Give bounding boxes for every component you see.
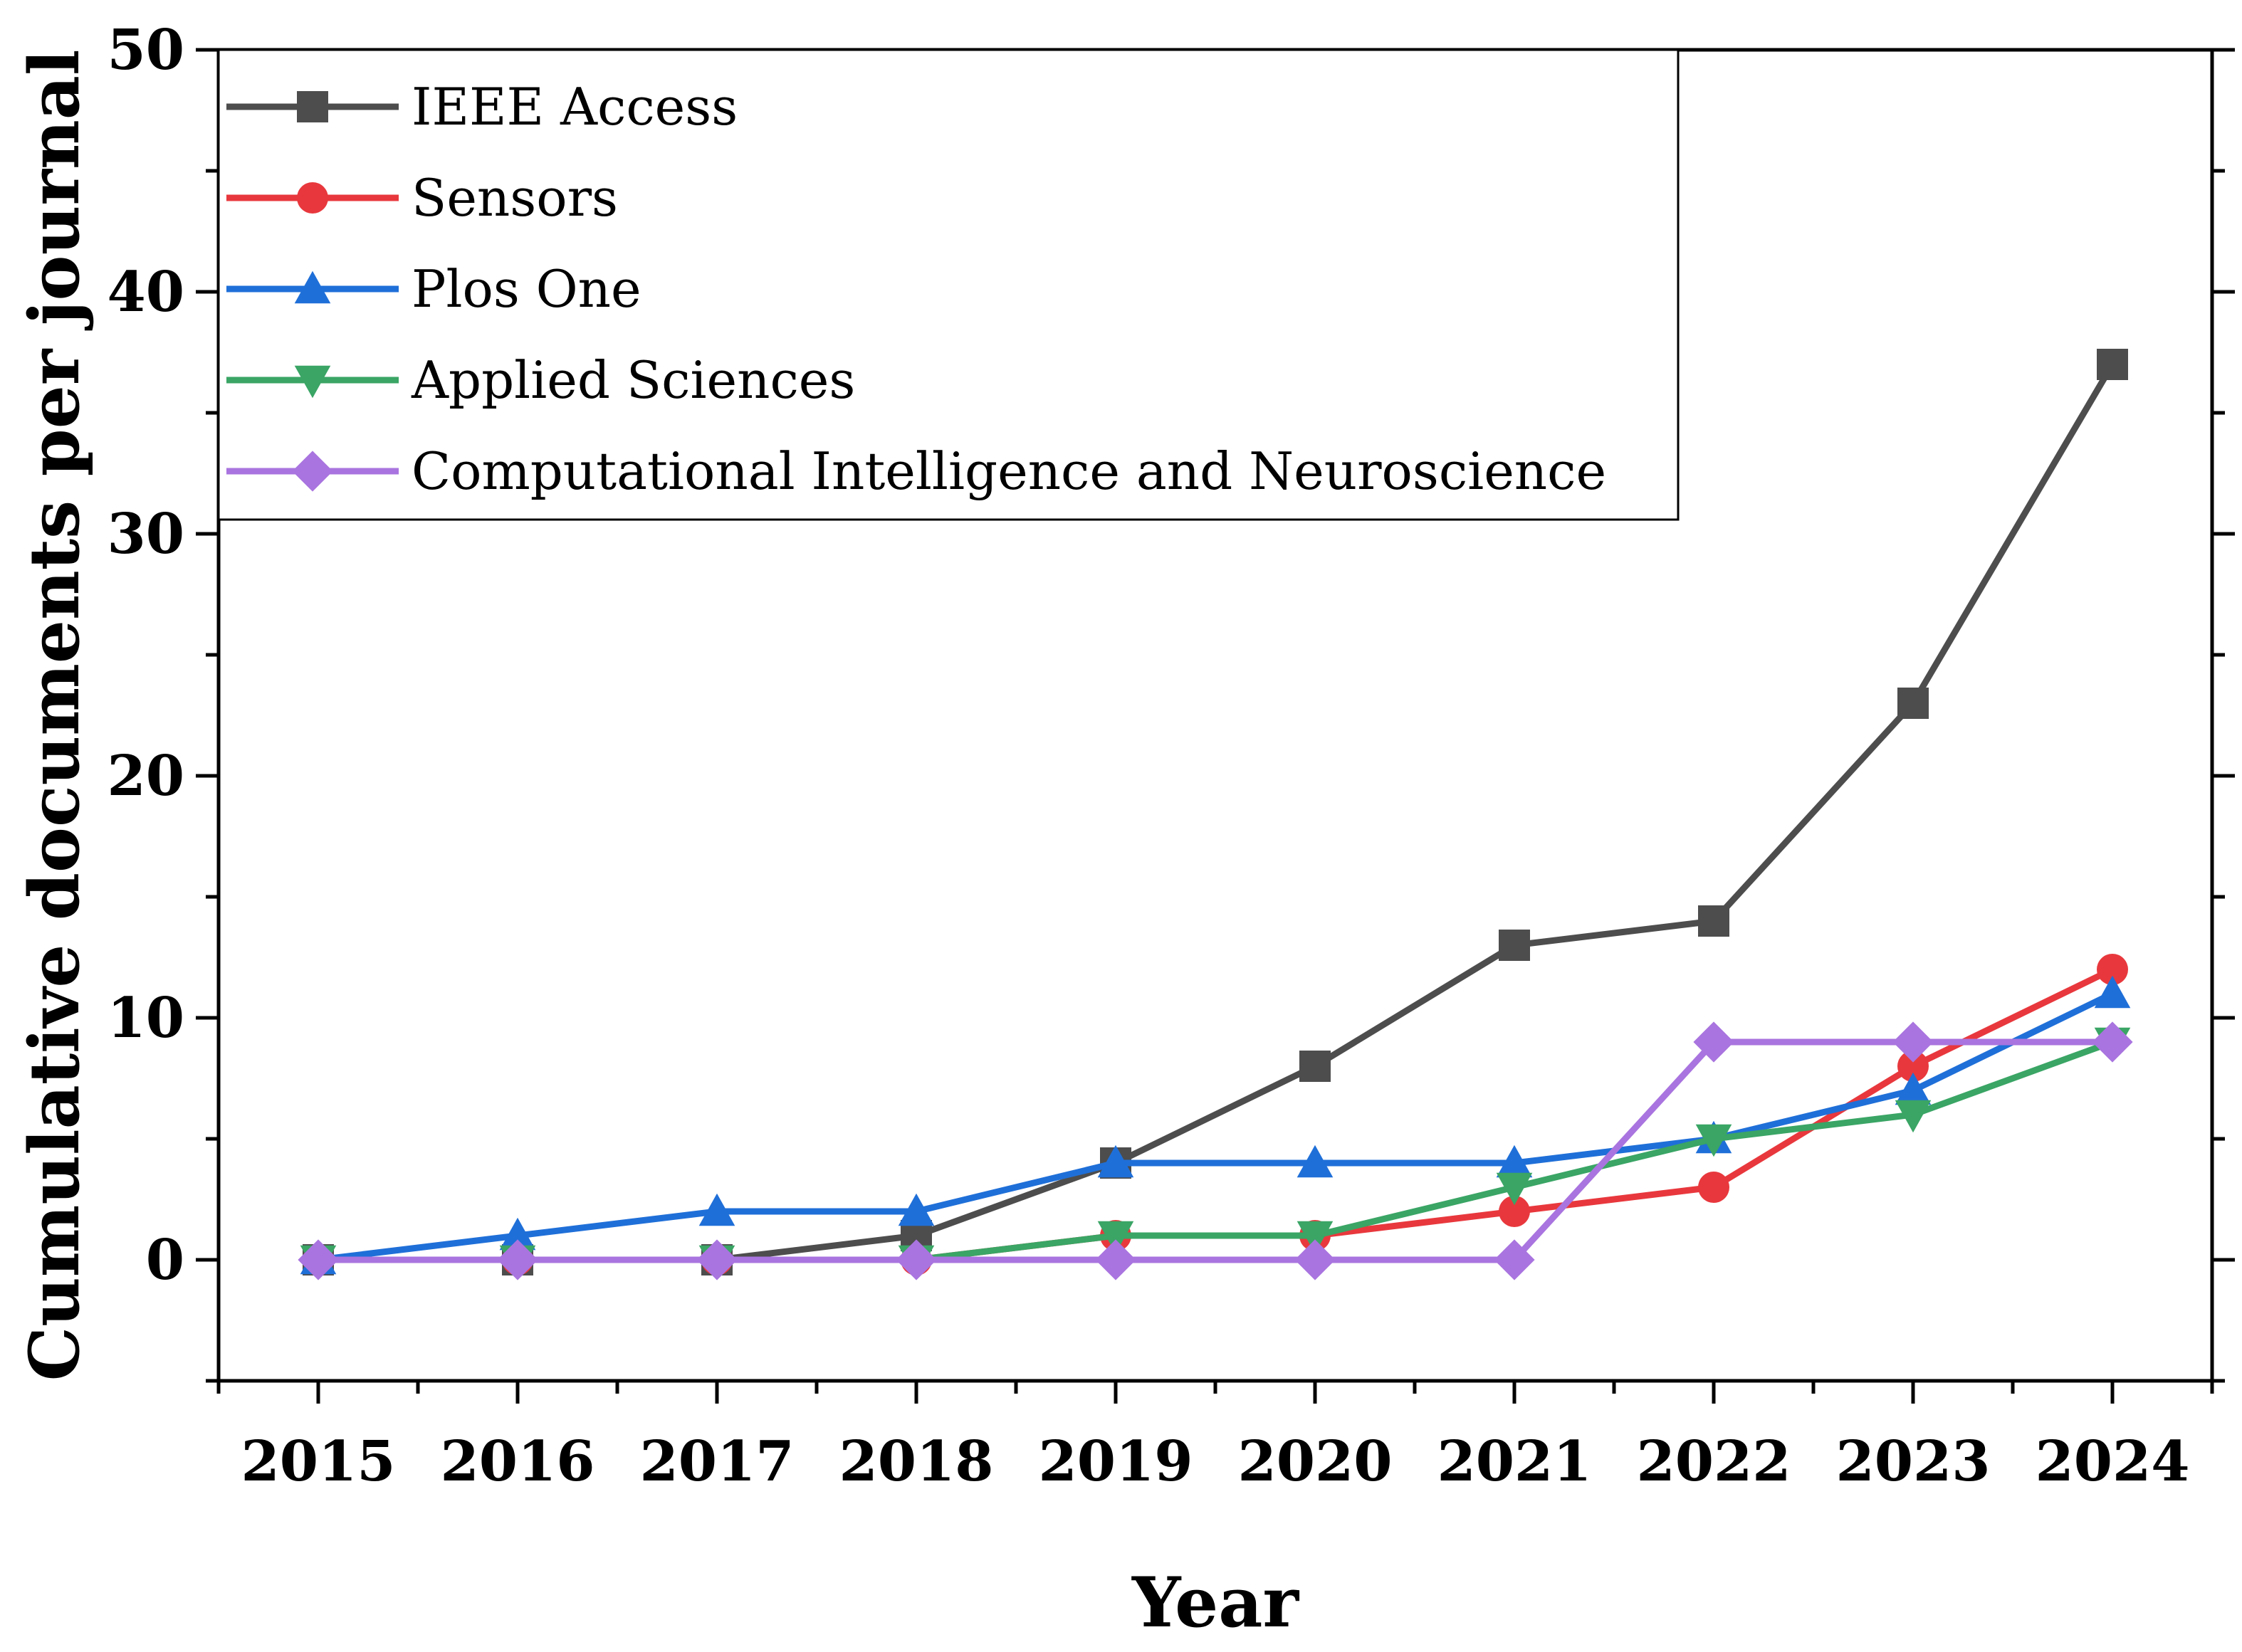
legend-item-applied-sciences: Applied Sciences: [226, 350, 855, 410]
legend-label: IEEE Access: [412, 77, 738, 137]
y-tick-label: 50: [107, 18, 184, 83]
data-point-plos-one: [898, 1193, 935, 1226]
data-point-computational-intelligence-and-neuroscience: [1494, 1239, 1535, 1280]
data-point-ieee-access: [1698, 905, 1729, 937]
data-point-plos-one: [698, 1193, 735, 1226]
legend-marker: [297, 91, 328, 122]
x-tick-label: 2023: [1835, 1429, 1990, 1494]
data-point-computational-intelligence-and-neuroscience: [1095, 1239, 1136, 1280]
legend-label: Plos One: [412, 259, 641, 319]
x-tick-labels: 2015 2016 2017 2018 2019 2020 2021 2022 2023 2024: [241, 1429, 2189, 1494]
series-layer: [298, 349, 2133, 1280]
legend-marker: [294, 365, 331, 399]
legend-marker: [297, 182, 328, 214]
legend-label: Applied Sciences: [411, 350, 855, 410]
data-point-plos-one: [1097, 1145, 1134, 1178]
data-point-sensors: [2097, 954, 2128, 985]
data-point-applied-sciences: [1496, 1172, 1533, 1206]
y-tick-label: 20: [107, 744, 184, 809]
data-point-computational-intelligence-and-neuroscience: [696, 1239, 738, 1280]
data-point-applied-sciences: [1895, 1100, 1932, 1133]
data-point-computational-intelligence-and-neuroscience: [497, 1239, 538, 1280]
x-tick-label: 2016: [440, 1429, 594, 1494]
data-point-plos-one: [499, 1217, 536, 1251]
legend-item-ieee-access: IEEE Access: [226, 77, 738, 137]
data-point-plos-one: [1895, 1072, 1932, 1105]
x-tick-label: 2019: [1038, 1429, 1193, 1494]
data-point-computational-intelligence-and-neuroscience: [1892, 1021, 1934, 1063]
data-point-computational-intelligence-and-neuroscience: [896, 1239, 937, 1280]
x-tick-label: 2017: [639, 1429, 794, 1494]
data-point-ieee-access: [1299, 1051, 1331, 1082]
legend: IEEE Access Sensors Plos One Applied Scienc…: [217, 48, 1680, 521]
data-point-computational-intelligence-and-neuroscience: [1693, 1021, 1734, 1063]
series-computational-intelligence-and-neuroscience: [298, 1021, 2133, 1280]
y-tick-label: 30: [107, 502, 184, 567]
data-point-computational-intelligence-and-neuroscience: [298, 1239, 339, 1280]
axis-ticks: [196, 48, 2235, 1404]
data-point-ieee-access: [1897, 688, 1929, 719]
data-point-plos-one: [2094, 975, 2131, 1009]
x-tick-label: 2015: [241, 1429, 395, 1494]
x-tick-label: 2021: [1437, 1429, 1591, 1494]
legend-items: IEEE Access Sensors Plos One Applied Scienc…: [226, 77, 1606, 501]
series-line-plos-one: [315, 990, 2116, 1263]
data-point-ieee-access: [2097, 349, 2128, 380]
x-tick-label: 2024: [2035, 1429, 2189, 1494]
data-point-sensors: [1698, 1172, 1729, 1203]
data-point-plos-one: [1297, 1145, 1334, 1178]
legend-item-computational-intelligence-and-neuroscience: Computational Intelligence and Neuroscie…: [226, 441, 1606, 501]
y-tick-label: 40: [107, 260, 184, 325]
series-line-computational-intelligence-and-neuroscience: [315, 1038, 2116, 1263]
data-point-plos-one: [1496, 1145, 1533, 1178]
series-applied-sciences: [300, 1027, 2131, 1278]
y-tick-label: 0: [146, 1228, 184, 1293]
legend-frame: [217, 48, 1680, 521]
data-point-sensors: [1499, 1196, 1530, 1227]
data-point-applied-sciences: [1297, 1221, 1334, 1254]
legend-label: Sensors: [412, 168, 618, 228]
data-point-computational-intelligence-and-neuroscience: [1294, 1239, 1336, 1280]
data-point-applied-sciences: [1097, 1221, 1134, 1254]
legend-item-sensors: Sensors: [226, 168, 618, 228]
legend-marker: [294, 270, 331, 304]
data-point-ieee-access: [1499, 930, 1530, 961]
data-point-applied-sciences: [1695, 1124, 1732, 1157]
data-point-sensors: [1897, 1051, 1929, 1082]
y-tick-labels: 0 10 20 30 40 50: [107, 18, 184, 1293]
y-axis-title: Cumulative documents per journal: [14, 50, 95, 1382]
x-tick-label: 2022: [1636, 1429, 1791, 1494]
legend-marker: [292, 451, 333, 492]
y-tick-label: 10: [107, 986, 184, 1051]
x-tick-label: 2020: [1237, 1429, 1392, 1494]
legend-item-plos-one: Plos One: [226, 259, 641, 319]
x-tick-label: 2018: [839, 1429, 993, 1494]
legend-label: Computational Intelligence and Neuroscie…: [412, 441, 1606, 501]
series-plos-one: [300, 975, 2131, 1275]
x-axis-title: Year: [1131, 1562, 1299, 1643]
data-point-computational-intelligence-and-neuroscience: [2092, 1021, 2133, 1063]
